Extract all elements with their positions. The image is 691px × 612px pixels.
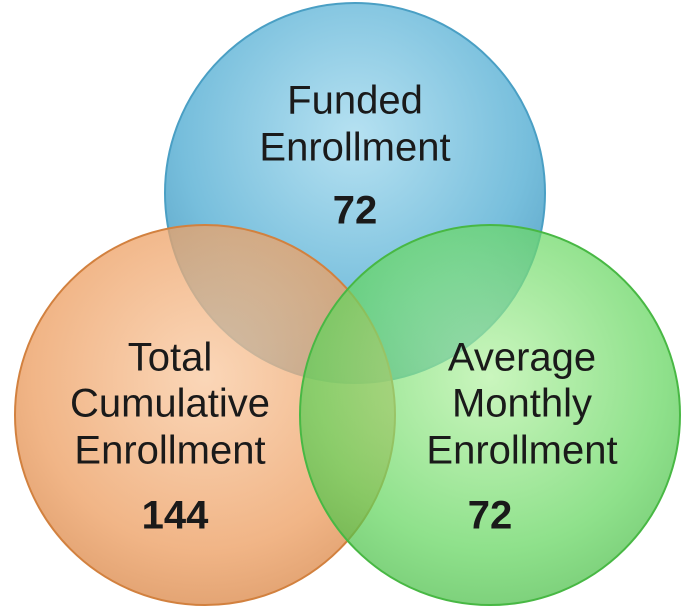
value: 144 (142, 494, 209, 538)
value: 72 (468, 494, 513, 538)
value: 72 (333, 189, 378, 233)
label-line: Funded (287, 79, 423, 123)
label-line: Total (128, 336, 213, 380)
label-line: Average (448, 336, 596, 380)
label-line: Enrollment (426, 429, 617, 473)
label-line: Monthly (452, 382, 592, 426)
label-line: Enrollment (259, 126, 450, 170)
label-line: Enrollment (74, 429, 265, 473)
label-line: Cumulative (70, 382, 270, 426)
circle-average (299, 224, 681, 606)
